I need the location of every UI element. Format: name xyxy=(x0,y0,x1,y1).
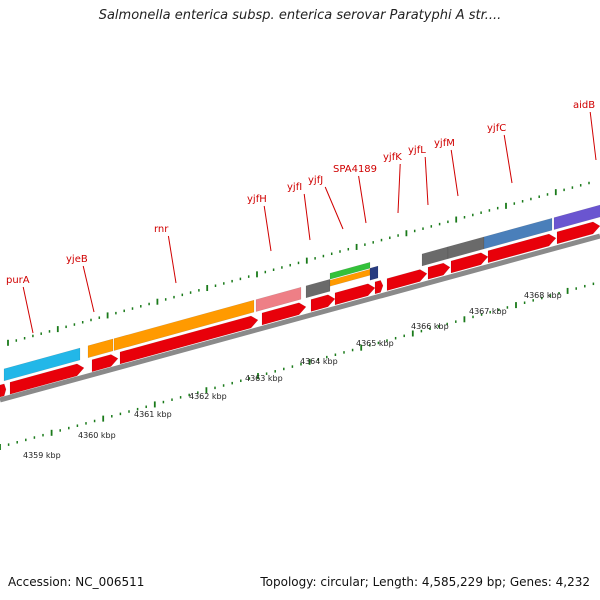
gene-label-yjfL: yjfL xyxy=(408,145,426,156)
kbp-label: 4359 kbp xyxy=(23,451,61,460)
cds-arrow xyxy=(334,283,376,306)
gene-block-yjfK xyxy=(421,246,449,267)
gene-label-purA: purA xyxy=(6,275,30,286)
kbp-label: 4361 kbp xyxy=(134,410,172,419)
gene-block-aidB xyxy=(553,204,600,230)
gene-leader-line xyxy=(167,235,177,284)
gene-leader-line xyxy=(263,205,272,252)
kbp-label: 4365 kbp xyxy=(356,339,394,348)
tick-marks xyxy=(0,181,595,450)
gene-label-yjfI: yjfI xyxy=(287,182,302,193)
gene-label-yjfM: yjfM xyxy=(434,138,455,149)
gene-leader-line xyxy=(358,175,367,224)
backbone-line xyxy=(0,233,600,403)
cds-arrow xyxy=(556,221,600,245)
feature-blocks xyxy=(0,204,600,398)
gene-label-yjfJ: yjfJ xyxy=(308,175,323,186)
gene-labels: purA yjeB rnr yjfH yjfI yjfJ SPA4189 yjfK yjfL yj… xyxy=(6,100,597,334)
gene-label-yjfH: yjfH xyxy=(247,194,267,205)
kbp-label: 4368 kbp xyxy=(524,291,562,300)
kbp-label: 4364 kbp xyxy=(300,357,338,366)
gene-label-SPA4189: SPA4189 xyxy=(333,164,377,175)
gene-leader-line xyxy=(82,265,95,313)
cds-arrow xyxy=(91,354,119,373)
gene-label-yjfC: yjfC xyxy=(487,123,506,134)
kbp-label: 4360 kbp xyxy=(78,431,116,440)
gene-leader-line xyxy=(503,134,513,184)
gene-block-yjeB xyxy=(87,338,114,359)
cds-arrow xyxy=(0,383,7,398)
cds-arrow xyxy=(450,252,489,274)
cds-arrow xyxy=(119,315,259,365)
gene-block-rnr xyxy=(113,299,255,351)
gene-label-rnr: rnr xyxy=(154,224,169,235)
cds-arrow xyxy=(487,233,557,264)
gene-block-purA xyxy=(3,347,81,382)
kbp-label: 4362 kbp xyxy=(189,392,227,401)
cds-arrow xyxy=(386,269,428,291)
gene-block-yjfH xyxy=(255,286,302,312)
cds-arrow xyxy=(9,363,85,395)
gene-leader-line xyxy=(424,156,429,206)
kbp-label: 4367 kbp xyxy=(469,307,507,316)
gene-label-yjeB: yjeB xyxy=(66,254,88,265)
gene-block-yjfJ-end xyxy=(369,265,379,281)
kbp-label: 4366 kbp xyxy=(411,322,449,331)
gene-leader-line xyxy=(22,286,34,334)
topology-text: Topology: circular; Length: 4,585,229 bp… xyxy=(260,575,590,589)
cds-arrow xyxy=(310,294,336,312)
gene-block-yjfC xyxy=(483,217,553,250)
map-title: Salmonella enterica subsp. enterica sero… xyxy=(98,8,502,23)
kbp-scale: 4359 kbp 4360 kbp 4361 kbp 4362 kbp 4363 kbp… xyxy=(23,291,562,460)
gene-leader-line xyxy=(589,111,597,161)
gene-label-yjfK: yjfK xyxy=(383,152,402,163)
gene-leader-line xyxy=(303,193,311,241)
gene-leader-line xyxy=(324,186,344,230)
gene-leader-line xyxy=(450,149,459,197)
backbone-layer xyxy=(0,233,600,403)
gene-label-aidB: aidB xyxy=(573,100,595,111)
cds-arrow xyxy=(427,262,451,280)
gene-leader-line xyxy=(397,163,401,214)
cds-arrow xyxy=(374,280,384,295)
cds-arrow xyxy=(261,302,307,326)
gene-block-yjfI xyxy=(305,278,331,299)
kbp-label: 4363 kbp xyxy=(245,374,283,383)
accession-text: Accession: NC_006511 xyxy=(8,575,145,589)
